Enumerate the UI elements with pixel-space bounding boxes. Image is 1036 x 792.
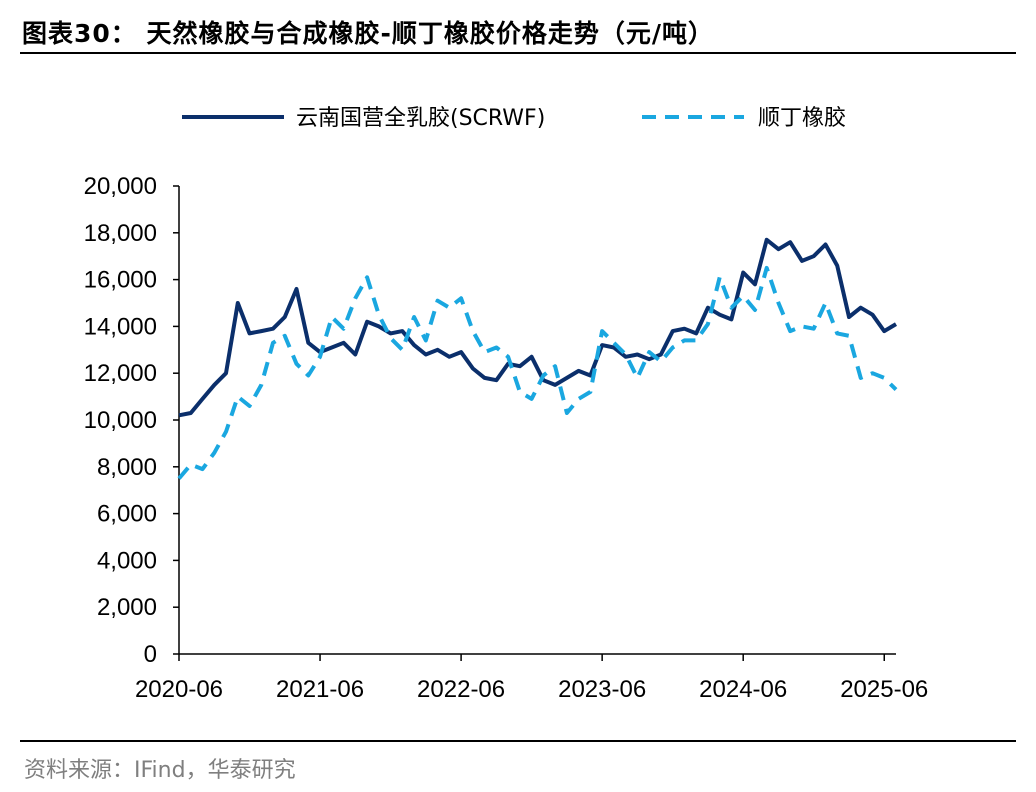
x-tick-label: 2021-06 xyxy=(276,676,364,703)
source-note: 资料来源：IFind，华泰研究 xyxy=(24,758,296,783)
axes: 0 2,000 4,000 6,000 8,000 10,000 12,000 14,000 1… xyxy=(84,173,929,703)
y-tick-label: 12,000 xyxy=(84,360,157,387)
bottom-rule xyxy=(20,740,1016,742)
y-tick-label: 16,000 xyxy=(84,267,157,294)
legend-label-series-2: 顺丁橡胶 xyxy=(758,106,846,131)
series-lines xyxy=(177,237,898,480)
legend: 云南国营全乳胶(SCRWF) 顺丁橡胶 xyxy=(182,106,846,131)
y-tick-label: 20,000 xyxy=(84,173,157,200)
x-tick-label: 2020-06 xyxy=(135,676,223,703)
y-tick-label: 4,000 xyxy=(97,547,157,574)
legend-label-series-1: 云南国营全乳胶(SCRWF) xyxy=(296,106,545,131)
series-line-2 xyxy=(177,265,898,480)
y-tick-label: 6,000 xyxy=(97,501,157,528)
series-line-1 xyxy=(178,237,898,418)
y-tick-label: 0 xyxy=(144,641,157,668)
x-tick-label: 2023-06 xyxy=(558,676,646,703)
y-tick-label: 18,000 xyxy=(84,220,157,247)
y-tick-label: 8,000 xyxy=(97,454,157,481)
chart-title: 图表30： 天然橡胶与合成橡胶-顺丁橡胶价格走势（元/吨） xyxy=(22,19,715,48)
x-tick-label: 2024-06 xyxy=(699,676,787,703)
x-tick-label: 2025-06 xyxy=(840,676,928,703)
y-tick-label: 14,000 xyxy=(84,313,157,340)
y-tick-label: 2,000 xyxy=(97,594,157,621)
x-tick-label: 2022-06 xyxy=(417,676,505,703)
y-tick-label: 10,000 xyxy=(84,407,157,434)
top-rule xyxy=(20,52,1016,54)
